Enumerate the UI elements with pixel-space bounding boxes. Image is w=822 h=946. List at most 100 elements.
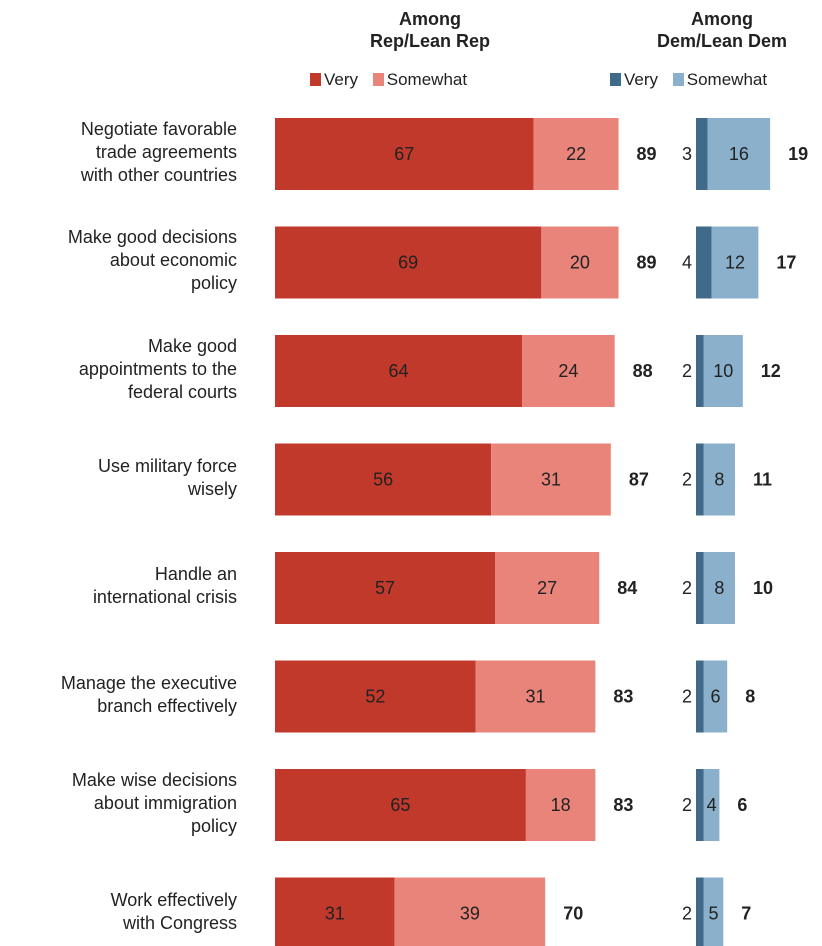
dem-group-header: Among Dem/Lean Dem <box>632 8 812 52</box>
rep-group-header: Among Rep/Lean Rep <box>330 8 530 52</box>
dem-somewhat-bar <box>703 552 735 624</box>
dem-total-label: 10 <box>753 578 773 598</box>
dem-total-label: 8 <box>745 687 755 707</box>
rep-very-bar <box>275 335 523 407</box>
dem-very-value-label: 2 <box>682 578 692 598</box>
dem-somewhat-bar <box>703 335 743 407</box>
rep-very-bar <box>275 877 395 946</box>
row-label-line: about immigration <box>93 792 237 813</box>
dem-very-bar <box>696 443 704 516</box>
rep-very-bar <box>275 443 492 516</box>
rep-very-bar <box>275 552 496 624</box>
dem-somewhat-bar <box>703 877 724 946</box>
rep-very-value-label: 64 <box>389 361 409 381</box>
dem-somewhat-swatch <box>672 73 684 86</box>
dem-somewhat-bar <box>703 769 720 841</box>
rep-very-bar <box>275 769 526 841</box>
rep-legend: Very Somewhat <box>310 70 467 90</box>
dem-total-label: 19 <box>788 144 808 164</box>
dem-very-value-label: 2 <box>682 904 692 924</box>
rep-somewhat-bar <box>522 335 615 407</box>
rep-total-label: 89 <box>637 144 657 164</box>
row-label-line: international crisis <box>92 587 237 607</box>
row-label-line: federal courts <box>127 381 237 402</box>
dem-somewhat-bar <box>703 660 728 733</box>
row-label-line: Negotiate favorable <box>80 118 237 139</box>
dem-very-value-label: 2 <box>682 687 692 707</box>
row-label-line: Make good <box>147 335 237 356</box>
dem-very-value-label: 2 <box>682 361 692 381</box>
row-label-line: appointments to the <box>78 358 237 379</box>
rep-somewhat-value-label: 31 <box>541 470 561 490</box>
rep-somewhat-bar <box>541 226 619 299</box>
dem-somewhat-bar <box>707 118 771 190</box>
row-label-line: trade agreements <box>95 141 237 162</box>
row-label: Use military force wisely <box>2 455 237 501</box>
rep-somewhat-value-label: 31 <box>526 687 546 707</box>
dem-somewhat-value-label: 6 <box>710 687 720 707</box>
row-label-line: with other countries <box>80 164 237 185</box>
dem-very-swatch <box>610 73 621 86</box>
row-label-line: policy <box>190 815 237 836</box>
dem-very-bar <box>696 769 704 841</box>
rep-very-value-label: 65 <box>390 795 410 815</box>
rep-total-label: 89 <box>637 253 657 273</box>
rep-very-value-label: 57 <box>375 578 395 598</box>
dem-very-value-label: 2 <box>682 470 692 490</box>
dem-very-value-label: 2 <box>682 795 692 815</box>
row-label: Work effectively with Congress <box>2 889 237 935</box>
rep-somewhat-bar <box>525 769 596 841</box>
row-label: Handle an international crisis <box>2 563 237 609</box>
dem-very-bar <box>696 660 704 733</box>
dem-very-bar <box>696 226 712 299</box>
rep-legend-very: Very <box>324 70 359 89</box>
row-label-line: about economic <box>109 250 237 270</box>
rep-header-line2: Rep/Lean Rep <box>369 31 491 51</box>
row-label-line: wisely <box>187 478 237 499</box>
dem-somewhat-value-label: 10 <box>713 361 733 381</box>
rep-legend-somewhat: Somewhat <box>386 70 468 89</box>
dem-very-bar <box>696 118 708 190</box>
dem-very-bar <box>696 552 704 624</box>
row-label-line: policy <box>190 273 237 293</box>
rep-somewhat-value-label: 22 <box>566 144 586 164</box>
dem-legend: Very Somewhat <box>610 70 767 90</box>
dem-somewhat-value-label: 8 <box>714 470 724 490</box>
row-label: Negotiate favorable trade agreements with … <box>2 118 237 187</box>
row-label-line: Work effectively <box>110 889 237 910</box>
dem-somewhat-value-label: 16 <box>729 144 749 164</box>
dem-total-label: 7 <box>741 904 751 924</box>
rep-somewhat-value-label: 39 <box>460 904 480 924</box>
dem-total-label: 12 <box>761 361 781 381</box>
row-label-line: Handle an <box>154 564 237 584</box>
rep-very-value-label: 67 <box>394 144 414 164</box>
row-label: Make wise decisions about immigration poli… <box>2 769 237 838</box>
dem-somewhat-bar <box>711 226 759 299</box>
dem-somewhat-value-label: 4 <box>707 795 717 815</box>
dem-total-label: 6 <box>737 795 747 815</box>
rep-total-label: 83 <box>613 795 633 815</box>
rep-somewhat-swatch <box>372 73 384 86</box>
dem-very-value-label: 3 <box>682 144 692 164</box>
rep-total-label: 83 <box>613 687 633 707</box>
rep-somewhat-bar <box>394 877 546 946</box>
rep-somewhat-value-label: 27 <box>537 578 557 598</box>
dem-very-bar <box>696 877 704 946</box>
rep-total-label: 87 <box>629 470 649 490</box>
dem-somewhat-bar <box>703 443 735 516</box>
rep-very-value-label: 31 <box>325 904 345 924</box>
rep-very-swatch <box>310 73 321 86</box>
dem-somewhat-value-label: 8 <box>714 578 724 598</box>
rep-somewhat-bar <box>491 443 611 516</box>
dem-legend-somewhat: Somewhat <box>686 70 768 89</box>
row-label-line: with Congress <box>122 912 237 933</box>
dem-very-bar <box>696 335 704 407</box>
rep-somewhat-bar <box>533 118 619 190</box>
dem-total-label: 17 <box>776 253 796 273</box>
rep-very-value-label: 52 <box>365 687 385 707</box>
rep-very-bar <box>275 226 542 299</box>
row-label-line: Manage the executive <box>60 672 237 693</box>
rep-somewhat-bar <box>475 660 596 733</box>
dem-total-label: 11 <box>753 470 772 490</box>
